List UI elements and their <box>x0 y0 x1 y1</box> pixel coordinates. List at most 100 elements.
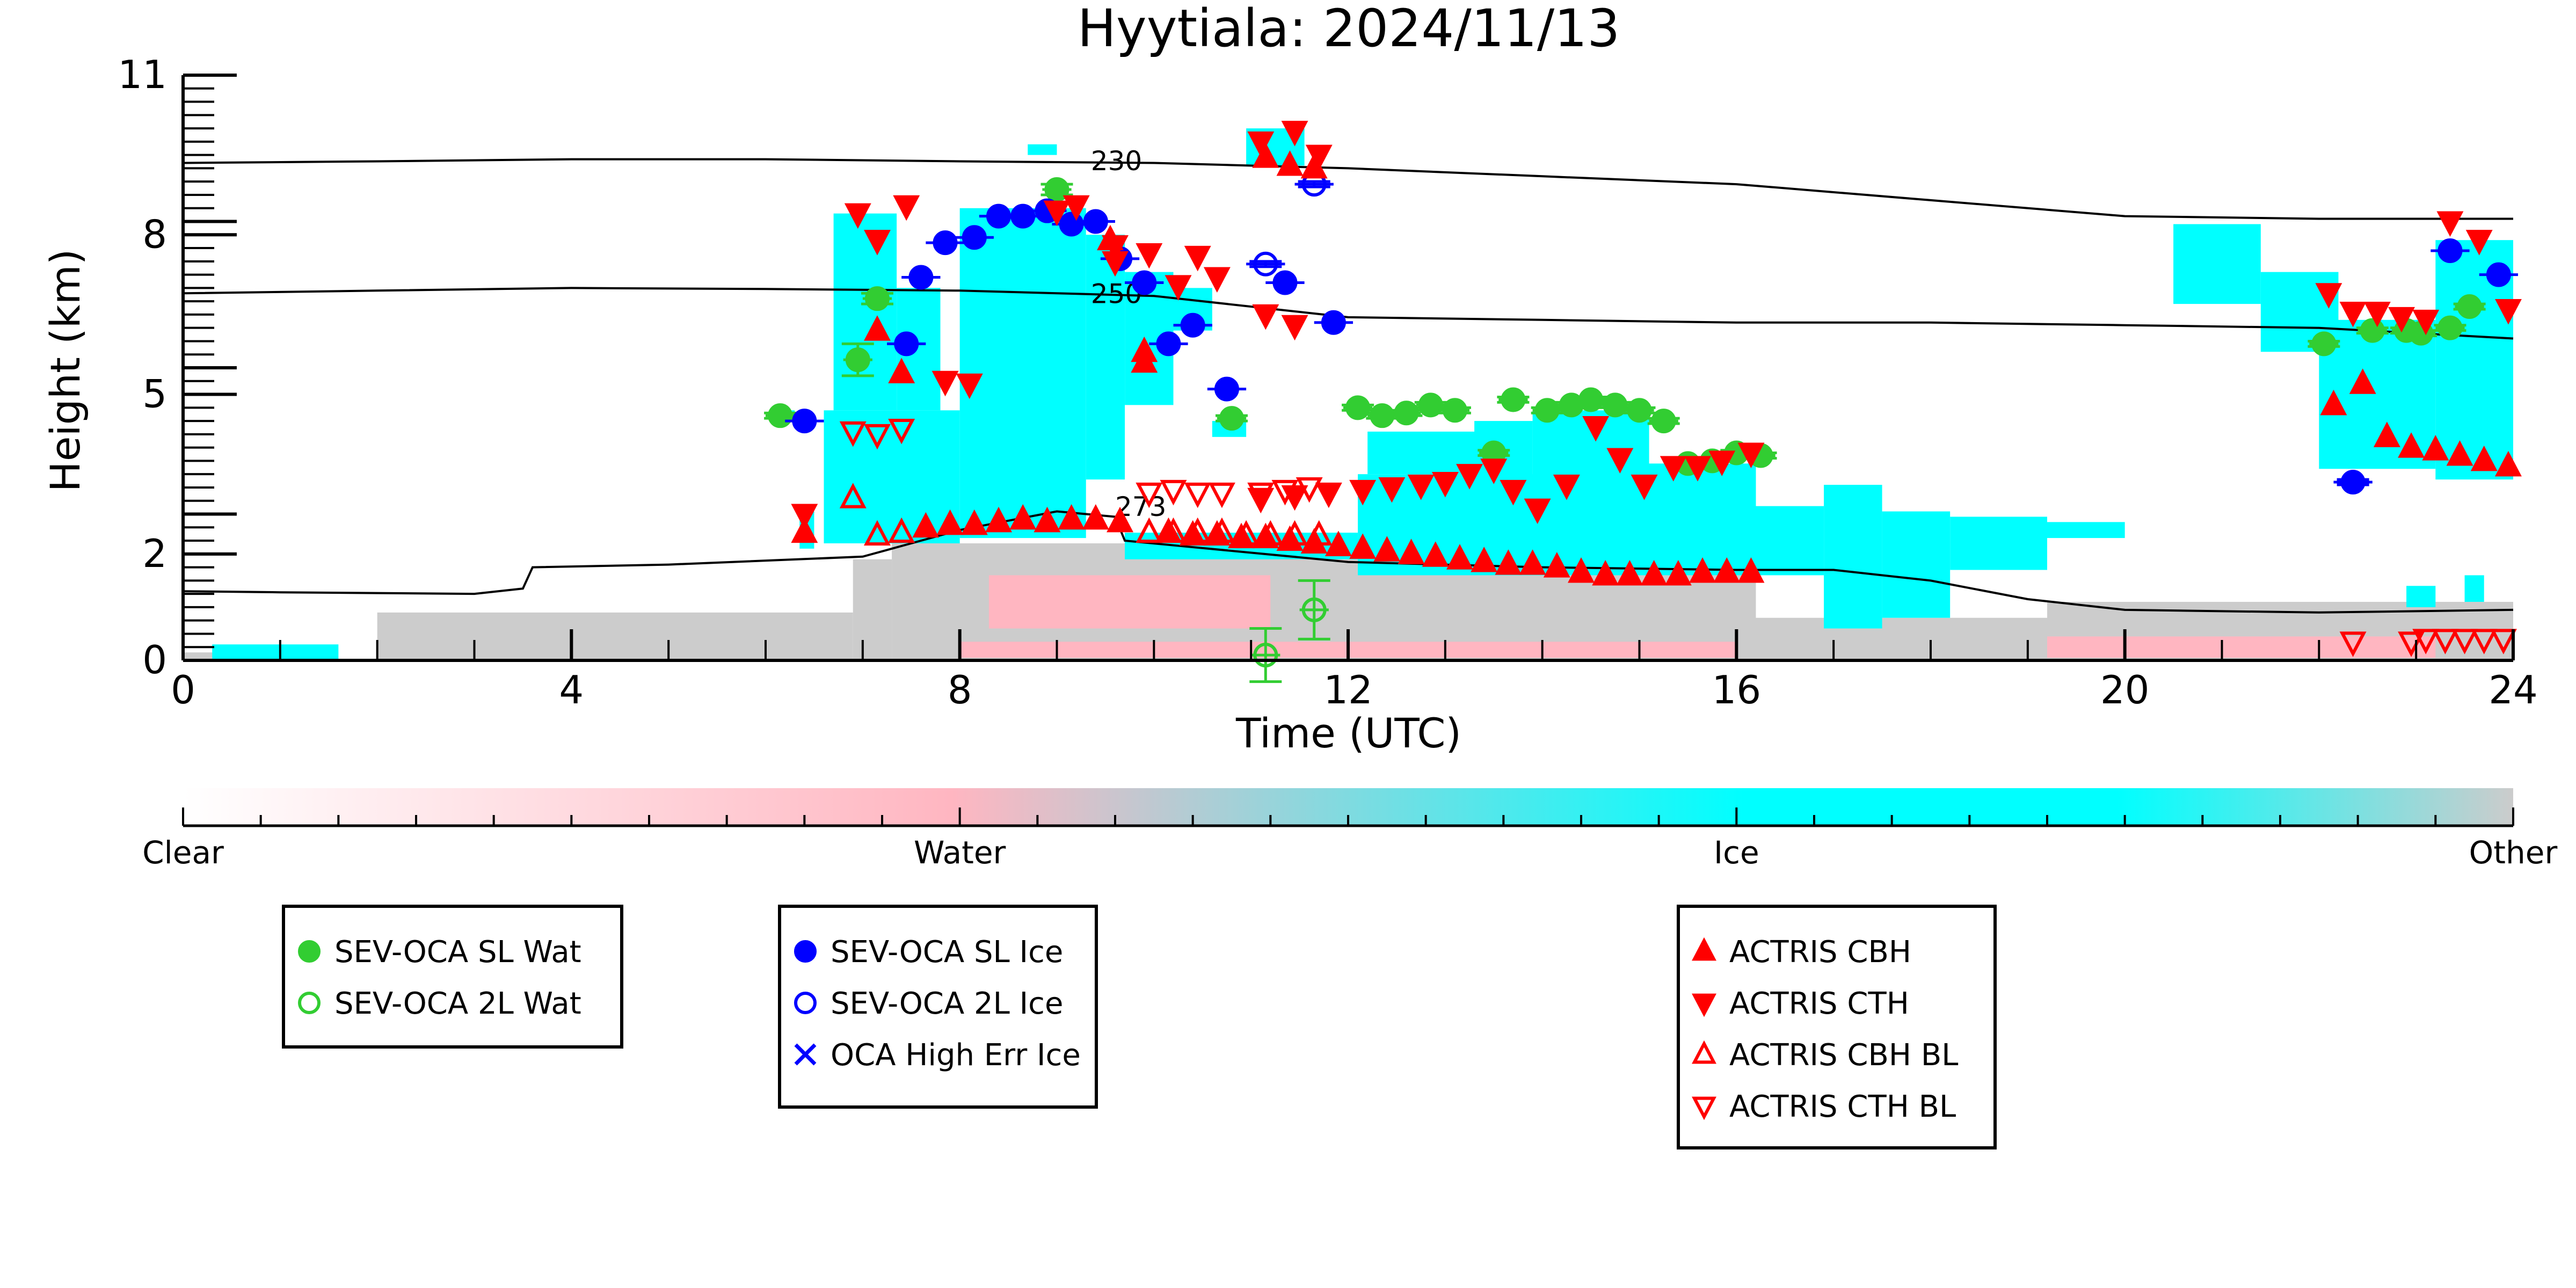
actris-cth-point <box>791 504 818 529</box>
mask-ice-band <box>2406 586 2436 607</box>
actris-cbh-point <box>1058 504 1085 530</box>
actris-cth-bl-point <box>1208 482 1235 508</box>
actris-cbh-point <box>1009 504 1037 530</box>
actris-cth-point <box>2315 283 2342 309</box>
actris-cbh-point <box>1398 539 1425 564</box>
actris-cth-point <box>863 230 891 256</box>
legend-marker <box>794 992 817 1014</box>
actris-cth-point <box>1165 275 1192 301</box>
sev-oca-sl-ice-point <box>894 331 919 356</box>
sev-oca-sl-ice-point <box>1059 212 1084 237</box>
actris-cth-bl-point <box>888 418 915 445</box>
actris-cth-point <box>1708 450 1736 476</box>
legend-marker <box>794 1043 817 1066</box>
actris-cth-point <box>1407 475 1435 500</box>
colorbar-label-ice: Ice <box>1714 834 1759 871</box>
actris-cbh-bl-point <box>888 517 915 543</box>
legend-entry-label: SEV-OCA 2L Ice <box>831 986 1063 1021</box>
legend-frame <box>778 905 1098 1109</box>
actris-cbh-bl-point <box>1305 520 1333 546</box>
y-tick-label: 0 <box>142 637 167 682</box>
actris-cth-point <box>1456 464 1483 490</box>
actris-cbh-bl-point <box>863 520 891 546</box>
sev-oca-sl-ice-point <box>933 230 958 256</box>
sev-oca-sl-wat-point <box>2457 294 2482 319</box>
actris-cth-point <box>1043 200 1071 227</box>
mask-ice-band <box>1028 144 1057 155</box>
actris-cbh-point <box>1664 560 1692 586</box>
legend-entry-label: SEV-OCA SL Wat <box>334 935 581 970</box>
sev-oca-2l-wat-point <box>1301 597 1327 622</box>
actris-cbh-point <box>2470 445 2498 471</box>
actris-cbh-point <box>1737 557 1765 583</box>
actris-cth-point <box>2363 301 2391 328</box>
legend-box-2: SEV-OCA SL Ice SEV-OCA 2L Ice OCA High Err… <box>778 905 1098 1109</box>
actris-cth-point <box>2388 307 2415 333</box>
actris-cth-bl-point <box>1136 482 1163 508</box>
actris-cth-point <box>1737 442 1765 468</box>
x-tick-label: 12 <box>1323 667 1373 712</box>
mask-ice-band <box>2047 522 2125 539</box>
actris-cbh-point <box>1471 547 1498 572</box>
actris-cbh-point <box>863 315 891 341</box>
cloud-mask-layer <box>183 128 2513 660</box>
actris-cbh-point <box>1252 142 1279 168</box>
marker-layer <box>764 121 2522 683</box>
sev-oca-sl-ice-point <box>1132 270 1157 295</box>
actris-cbh-point <box>1713 557 1741 583</box>
isotherm-230-label: 230 <box>1091 145 1142 177</box>
actris-cbh-point <box>960 509 988 535</box>
mask-ice-band <box>1639 463 1756 576</box>
sev-oca-sl-wat-point <box>1501 387 1526 412</box>
colorbar-label-other: Other <box>2469 834 2558 871</box>
sev-oca-sl-ice-point <box>1180 312 1205 338</box>
x-tick-label: 8 <box>948 667 972 712</box>
mask-water-band <box>2047 636 2436 658</box>
legend-marker <box>298 940 321 963</box>
legend-frame <box>1677 905 1997 1149</box>
actris-cth-point <box>1431 472 1459 498</box>
actris-cbh-bl-point <box>1160 517 1187 543</box>
mask-ice-band <box>1086 235 1125 480</box>
actris-cth-point <box>1631 475 1658 500</box>
actris-cth-bl-point <box>863 424 891 450</box>
actris-cth-point <box>1281 315 1308 341</box>
actris-cbh-point <box>1131 336 1158 362</box>
sev-oca-sl-wat-point <box>768 403 793 428</box>
actris-cth-point <box>956 373 983 399</box>
legend-entry-label: ACTRIS CTH BL <box>1729 1089 1956 1124</box>
actris-cbh-point <box>1373 536 1401 562</box>
sev-oca-sl-wat-point <box>845 347 870 373</box>
sev-oca-sl-wat-point <box>2437 315 2463 340</box>
actris-cth-bl-point <box>839 421 867 447</box>
sev-oca-sl-wat-point <box>1651 409 1676 434</box>
actris-cth-point <box>1553 475 1580 500</box>
legend-entry-label: SEV-OCA 2L Wat <box>334 986 581 1021</box>
actris-cth-point <box>1252 304 1279 330</box>
actris-cbh-point <box>1034 506 1061 533</box>
actris-cbh-point <box>985 506 1012 533</box>
mask-ice-band <box>1532 410 1649 565</box>
mask-ice-band <box>1824 485 1882 629</box>
sev-oca-sl-ice-point <box>1214 376 1239 402</box>
actris-cbh-point <box>2446 440 2473 466</box>
actris-cbh-point <box>2349 368 2376 394</box>
sev-oca-sl-wat-point <box>864 286 890 311</box>
x-tick-label: 20 <box>2100 667 2150 712</box>
y-tick-label: 2 <box>142 531 167 576</box>
sev-oca-sl-wat-point <box>1044 177 1069 202</box>
y-tick-label: 8 <box>142 212 167 257</box>
legend-entry-label: OCA High Err Ice <box>831 1038 1081 1073</box>
sev-oca-sl-wat-point <box>1418 392 1443 418</box>
sev-oca-sl-wat-point <box>1603 392 1628 418</box>
actris-cth-point <box>1480 459 1508 484</box>
mask-other-band <box>1756 617 2047 660</box>
actris-cth-bl-point <box>2432 629 2459 654</box>
x-tick-label: 24 <box>2488 667 2538 712</box>
chart-title: Hyytiala: 2024/11/13 <box>1078 0 1620 59</box>
mask-ice-band <box>212 644 339 660</box>
actris-cth-bl-point <box>2490 629 2517 654</box>
actris-cth-point <box>1315 482 1342 508</box>
actris-cbh-point <box>1640 560 1668 586</box>
sev-oca-sl-wat-point <box>1394 401 1419 426</box>
